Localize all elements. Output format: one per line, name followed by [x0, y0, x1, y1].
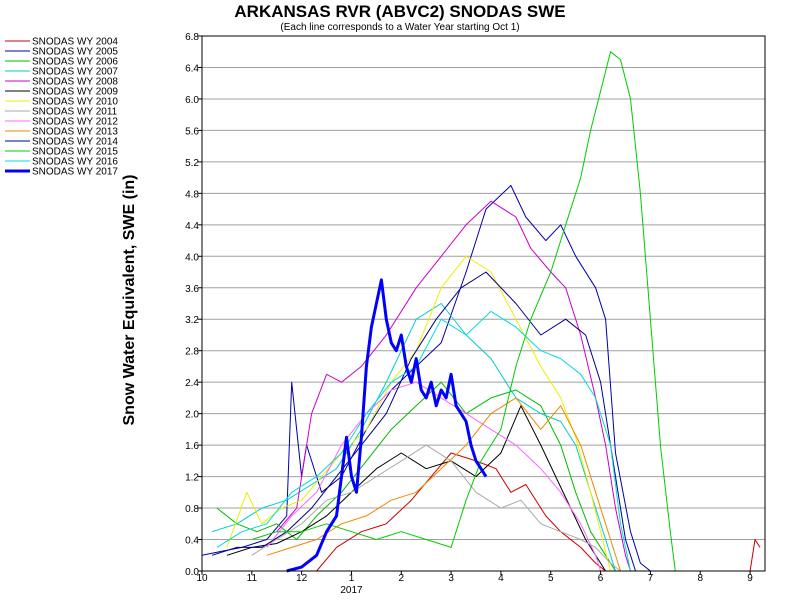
- x-year-label: 2017: [340, 585, 363, 596]
- series-line-snodas-wy-2011: [251, 444, 621, 572]
- y-tick-label: 4.0: [185, 252, 199, 263]
- y-tick-label: 2.8: [185, 347, 199, 358]
- series-line-snodas-wy-2013: [266, 397, 621, 572]
- y-tick-label: 6.0: [185, 95, 199, 106]
- y-axis-label: Snow Water Equivalent, SWE (in): [121, 175, 138, 426]
- series-line-snodas-wy-2004: [316, 452, 761, 572]
- x-tick-label: 8: [697, 573, 703, 584]
- series-line-snodas-wy-2017: [286, 278, 488, 573]
- legend-entry: SNODAS WY 2016: [32, 157, 118, 168]
- y-tick-label: 4.8: [185, 189, 199, 200]
- series-line-snodas-wy-2016: [216, 310, 631, 572]
- series-line-snodas-wy-2007: [211, 303, 616, 572]
- y-tick-label: 2.4: [185, 378, 199, 389]
- y-tick-label: 1.2: [185, 473, 199, 484]
- series-line-snodas-wy-2005: [201, 185, 651, 572]
- legend-entry: SNODAS WY 2004: [32, 37, 118, 48]
- chart-subtitle: (Each line corresponds to a Water Year s…: [280, 22, 519, 33]
- x-tick-label: 1: [349, 573, 355, 584]
- x-tick-label: 9: [747, 573, 753, 584]
- series-line-snodas-wy-2015: [251, 51, 676, 572]
- y-tick-label: 6.4: [185, 63, 199, 74]
- legend-entry: SNODAS WY 2014: [32, 137, 118, 148]
- x-tick-label: 5: [548, 573, 554, 584]
- plot-frame: [201, 35, 766, 572]
- y-tick-label: 0.4: [185, 536, 199, 547]
- y-tick-label: 2.0: [185, 410, 199, 421]
- legend-entry: SNODAS WY 2009: [32, 87, 118, 98]
- legend-entry: SNODAS WY 2006: [32, 57, 118, 68]
- y-tick-label: 6.8: [185, 32, 199, 43]
- y-tick-label: 3.2: [185, 315, 199, 326]
- y-tick-labels: 0.0 0.4 0.8 1.2 1.6 2.0 2.4 2.8 3.2 3.6 4.0 4.4 4.8 5…: [185, 32, 202, 578]
- grid-lines: [202, 35, 765, 572]
- x-tick-label: 12: [296, 573, 308, 584]
- y-tick-label: 5.6: [185, 126, 199, 137]
- series-line-snodas-wy-2009: [226, 405, 607, 572]
- y-tick-label: 1.6: [185, 441, 199, 452]
- y-tick-label: 3.6: [185, 284, 199, 295]
- legend-entry: SNODAS WY 2017: [32, 167, 118, 178]
- y-tick-label: 0.0: [185, 567, 199, 578]
- x-tick-label: 2: [399, 573, 405, 584]
- x-tick-label: 6: [598, 573, 604, 584]
- legend-entry: SNODAS WY 2015: [32, 147, 118, 158]
- legend-entry: SNODAS WY 2007: [32, 67, 118, 78]
- chart-title: ARKANSAS RVR (ABVC2) SNODAS SWE: [234, 2, 565, 21]
- x-tick-label: 11: [247, 573, 258, 584]
- series-line-snodas-wy-2008: [276, 200, 631, 572]
- legend-entry: SNODAS WY 2008: [32, 77, 118, 88]
- y-tick-label: 4.4: [185, 221, 199, 232]
- legend-entry: SNODAS WY 2011: [32, 107, 118, 118]
- x-tick-label: 3: [448, 573, 454, 584]
- legend-entry: SNODAS WY 2012: [32, 117, 118, 128]
- legend-entry: SNODAS WY 2010: [32, 97, 118, 108]
- series-lines: [201, 51, 761, 573]
- y-tick-label: 5.2: [185, 158, 199, 169]
- series-line-snodas-wy-2012: [266, 381, 602, 572]
- x-tick-label: 10: [196, 573, 208, 584]
- y-tick-label: 0.8: [185, 504, 199, 515]
- x-tick-label: 7: [648, 573, 654, 584]
- legend-entry: SNODAS WY 2013: [32, 127, 118, 138]
- series-line-snodas-wy-2014: [211, 271, 636, 572]
- x-tick-label: 4: [498, 573, 504, 584]
- legend-entry: SNODAS WY 2005: [32, 47, 118, 58]
